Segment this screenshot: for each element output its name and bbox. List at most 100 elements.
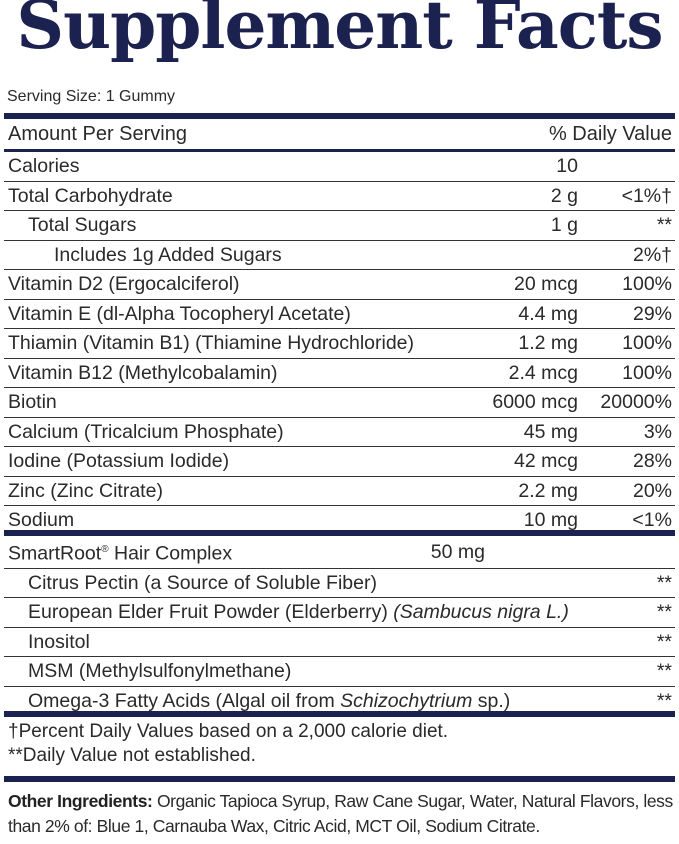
nutrient-dv: <1%† — [578, 181, 675, 211]
nutrient-dv: 28% — [578, 446, 675, 477]
registered-mark: ® — [101, 544, 109, 555]
divider-thick — [4, 149, 675, 152]
complex-name-text: SmartRoot — [8, 542, 102, 565]
footnotes: †Percent Daily Values based on a 2,000 c… — [8, 720, 448, 768]
amount-per-serving-label: Amount Per Serving — [8, 123, 187, 145]
nutrient-row: Total Sugars 1 g ** — [4, 210, 675, 241]
nutrient-name: Total Sugars — [4, 210, 458, 241]
nutrient-amount: 45 mg — [458, 417, 578, 447]
nutrient-row: Total Carbohydrate 2 g <1%† — [4, 181, 675, 211]
nutrient-dv — [578, 152, 675, 182]
complex-amount: 50 mg — [352, 536, 578, 569]
nutrient-name: Biotin — [4, 387, 458, 418]
complex-item-dv: ** — [656, 689, 672, 712]
nutrient-name: Vitamin B12 (Methylcobalamin) — [4, 358, 458, 388]
nutrient-table: Calories 10 Total Carbohydrate 2 g <1%† Total… — [4, 152, 675, 535]
nutrient-dv: ** — [578, 210, 675, 241]
complex-item-dv: ** — [578, 597, 675, 628]
nutrient-row: Vitamin D2 (Ergocalciferol) 20 mcg 100% — [4, 269, 675, 300]
other-ingredients: Other Ingredients: Organic Tapioca Syrup… — [8, 789, 673, 839]
complex-item-name: Inositol — [4, 627, 578, 657]
divider-thick — [4, 711, 675, 717]
nutrient-amount: 20 mcg — [458, 269, 578, 300]
nutrient-amount: 2.2 mg — [458, 476, 578, 506]
nutrient-dv: 100% — [578, 358, 675, 388]
nutrient-row: Thiamin (Vitamin B1) (Thiamine Hydrochlo… — [4, 328, 675, 359]
nutrient-amount: 42 mcg — [458, 446, 578, 477]
item-name: Citrus Pectin (a Source of Soluble Fiber… — [28, 571, 377, 594]
complex-item-name: European Elder Fruit Powder (Elderberry)… — [4, 597, 578, 628]
other-ingredients-label: Other Ingredients: — [8, 791, 153, 811]
complex-item-name: Omega-3 Fatty Acids (Algal oil from Schi… — [4, 686, 578, 715]
complex-item-row: MSM (Methylsulfonylmethane) ** — [4, 656, 675, 687]
complex-name: SmartRoot® Hair Complex — [4, 536, 353, 569]
complex-table: SmartRoot® Hair Complex 50 mg Citrus Pecti… — [4, 536, 675, 715]
nutrient-name: Vitamin D2 (Ergocalciferol) — [4, 269, 458, 300]
column-header: Amount Per Serving % Daily Value — [8, 119, 672, 149]
item-name: Omega-3 Fatty Acids (Algal oil from — [28, 689, 341, 712]
nutrient-name: Vitamin E (dl-Alpha Tocopheryl Acetate) — [4, 299, 458, 329]
nutrient-amount: 6000 mcg — [458, 387, 578, 418]
complex-dv — [578, 536, 675, 569]
serving-size: Serving Size: 1 Gummy — [7, 88, 176, 105]
item-name-after: sp.) — [472, 689, 511, 712]
nutrient-name: Thiamin (Vitamin B1) (Thiamine Hydrochlo… — [4, 328, 458, 359]
divider-thick — [4, 530, 675, 536]
nutrient-name: Calories — [4, 152, 458, 182]
nutrient-amount: 2 g — [458, 181, 578, 211]
item-name: Inositol — [28, 630, 90, 653]
nutrient-amount — [458, 240, 578, 270]
nutrient-amount: 4.4 mg — [458, 299, 578, 329]
nutrient-dv: 29% — [578, 299, 675, 329]
item-name: European Elder Fruit Powder (Elderberry) — [28, 601, 394, 624]
complex-row: SmartRoot® Hair Complex 50 mg — [4, 536, 675, 569]
nutrient-name: Includes 1g Added Sugars — [4, 240, 458, 270]
nutrient-amount: 1 g — [458, 210, 578, 241]
nutrient-dv: 2%† — [578, 240, 675, 270]
nutrient-dv: 100% — [578, 269, 675, 300]
item-name: MSM (Methylsulfonylmethane) — [28, 660, 292, 683]
footnote: **Daily Value not established. — [8, 745, 256, 766]
nutrient-row: Vitamin E (dl-Alpha Tocopheryl Acetate) 4… — [4, 299, 675, 329]
complex-item-dv: ** — [578, 656, 675, 687]
nutrient-dv: 100% — [578, 328, 675, 359]
nutrient-amount: 10 mg — [523, 509, 578, 532]
complex-name-rest: Hair Complex — [108, 542, 233, 565]
complex-item-row: Omega-3 Fatty Acids (Algal oil from Schi… — [4, 686, 675, 715]
complex-item-dv: ** — [578, 568, 675, 598]
divider-thick — [4, 776, 675, 782]
nutrient-row: Includes 1g Added Sugars 2%† — [4, 240, 675, 270]
nutrient-name: Iodine (Potassium Iodide) — [4, 446, 458, 477]
item-name-italic: Schizochytrium — [340, 689, 473, 712]
complex-item-row: Citrus Pectin (a Source of Soluble Fiber… — [4, 568, 675, 598]
complex-item-dv: ** — [578, 627, 675, 657]
complex-item-row: Inositol ** — [4, 627, 675, 657]
nutrient-row: Biotin 6000 mcg 20000% — [4, 387, 675, 418]
nutrient-amount: 10 — [458, 152, 578, 182]
complex-item-name: Citrus Pectin (a Source of Soluble Fiber… — [4, 568, 578, 598]
footnote: †Percent Daily Values based on a 2,000 c… — [8, 721, 449, 742]
complex-item-row: European Elder Fruit Powder (Elderberry)… — [4, 597, 675, 628]
nutrient-dv: 20% — [578, 476, 675, 506]
nutrient-row: Sodium 10 mg <1% — [4, 506, 675, 535]
page-title: Supplement Facts — [16, 0, 663, 64]
nutrient-amount: 1.2 mg — [458, 328, 578, 359]
nutrient-dv: 3% — [578, 417, 675, 447]
nutrient-dv: <1% — [632, 509, 672, 532]
nutrient-row: Vitamin B12 (Methylcobalamin) 2.4 mcg 100% — [4, 358, 675, 388]
divider-thick — [4, 113, 675, 119]
other-ingredients-text: Organic Tapioca Syrup, Raw Cane Sugar, W… — [8, 791, 673, 836]
nutrient-row: Iodine (Potassium Iodide) 42 mcg 28% — [4, 446, 675, 477]
nutrient-row: Calcium (Tricalcium Phosphate) 45 mg 3% — [4, 417, 675, 447]
nutrient-name: Sodium — [8, 509, 75, 532]
nutrient-row: Zinc (Zinc Citrate) 2.2 mg 20% — [4, 476, 675, 506]
nutrient-row: Calories 10 — [4, 152, 675, 182]
item-name-italic: (Sambucus nigra L.) — [393, 601, 569, 624]
nutrient-name: Total Carbohydrate — [4, 181, 458, 211]
nutrient-dv: 20000% — [578, 387, 675, 418]
complex-item-name: MSM (Methylsulfonylmethane) — [4, 656, 578, 687]
daily-value-label: % Daily Value — [548, 123, 672, 145]
nutrient-name: Calcium (Tricalcium Phosphate) — [4, 417, 458, 447]
nutrient-name: Zinc (Zinc Citrate) — [4, 476, 458, 506]
nutrient-amount: 2.4 mcg — [458, 358, 578, 388]
